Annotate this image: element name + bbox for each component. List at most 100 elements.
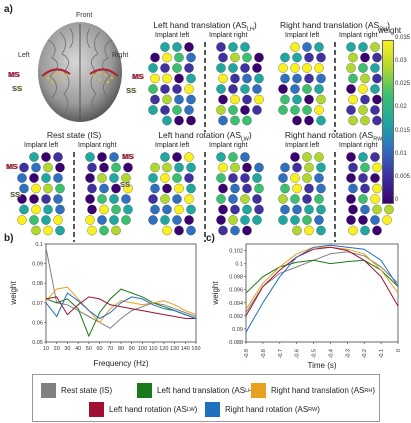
electrode-dot (370, 42, 380, 52)
legend-text: Rest state (IS) (61, 386, 113, 395)
electrode-dot (240, 105, 250, 115)
electrode-dot (314, 215, 324, 225)
panel-title-text: Rest state (IS) (46, 130, 102, 140)
electrode-dot (304, 52, 314, 63)
electrode-dot (87, 225, 97, 236)
electrode-dot (19, 162, 29, 173)
x-tick-label: 90 (129, 346, 135, 352)
electrode-dot (160, 194, 170, 204)
legend-item: Right hand rotation (AS RW) (205, 402, 320, 417)
electrode-dot (97, 215, 107, 225)
electrode-dot (87, 183, 97, 194)
electrode-dot (242, 225, 252, 236)
colorbar-tick: 0.01 (395, 150, 407, 157)
electrode-dot (370, 105, 380, 115)
electrode-dot (292, 183, 302, 194)
electrode-panel: Right hand rotation (ASRW)Implant left Im… (275, 130, 395, 242)
electrode-dot (370, 63, 380, 73)
legend-item: Left hand translation (ASLH) (137, 383, 255, 398)
legend-text: Left hand rotation (AS (109, 405, 187, 414)
colorbar-tick: 0 (395, 197, 399, 203)
electrode-dot (216, 84, 226, 94)
y-tick-label: 0.096 (229, 288, 243, 294)
legend-swatch (89, 402, 104, 417)
electrode-dot (254, 204, 264, 215)
panel-title-subscript: RH (379, 26, 388, 33)
electrode-dot (150, 204, 160, 215)
electrode-dot (372, 115, 382, 126)
electrode-dot (123, 204, 133, 215)
colorbar-tick: 0.005 (395, 173, 411, 180)
panel-title: Left hand rotation (ASLW) (145, 130, 265, 143)
electrode-dot (290, 105, 300, 115)
electrode-dot (184, 84, 194, 94)
electrode-dot (360, 204, 370, 215)
electrode-dot (314, 173, 324, 183)
y-tick-label: 0.1 (35, 242, 43, 248)
electrode-dot (252, 173, 262, 183)
electrode-dot (218, 225, 228, 236)
electrode-dot (160, 152, 170, 162)
electrode-dot (218, 73, 228, 84)
brain-ms-right: MS (132, 72, 144, 81)
electrode-dot (186, 94, 196, 105)
rest-ms-right: MS (122, 152, 134, 161)
electrode-dot (302, 105, 312, 115)
electrode-dot (148, 105, 158, 115)
electrode-panel: Left hand translation (ASLH) Implant left… (145, 20, 265, 132)
electrode-dot (228, 42, 238, 52)
electrode-dot (240, 194, 250, 204)
electrode-dot (360, 73, 370, 84)
x-tick-label: 110 (149, 346, 158, 352)
electrode-dot (292, 115, 302, 126)
electrode-grid (17, 152, 133, 242)
x-tick-label: -0.8 (261, 349, 267, 358)
electrode-dot (162, 52, 172, 63)
implant-right-label: Implant right (209, 32, 248, 39)
legend-text: Left hand translation (AS (157, 386, 246, 395)
electrode-dot (148, 194, 158, 204)
x-tick-label: -0.5 (312, 349, 318, 358)
electrode-dot (280, 204, 290, 215)
legend: Rest state (IS) Left hand translation (AS… (32, 374, 380, 422)
electrode-dot (278, 105, 288, 115)
electrode-dot (184, 105, 194, 115)
electrode-dot (348, 204, 358, 215)
brain-figure: Front Left Right MS SS (8, 12, 143, 130)
electrode-dot (41, 194, 51, 204)
electrode-dot (43, 225, 53, 236)
y-axis-label: weight (211, 281, 220, 306)
electrode-dot (174, 94, 184, 105)
electrode-dot (216, 215, 226, 225)
electrode-dot (254, 52, 264, 63)
electrode-dot (302, 173, 312, 183)
implant-left-label: Implant left (285, 142, 320, 149)
colorbar-tick: 0.015 (395, 127, 411, 134)
electrode-dot (304, 73, 314, 84)
electrode-dot (230, 94, 240, 105)
electrode-dot (360, 225, 370, 236)
electrode-dot (348, 225, 358, 236)
electrode-dot (85, 173, 95, 183)
electrode-dot (346, 152, 356, 162)
electrode-dot (242, 73, 252, 84)
electrode-dot (228, 173, 238, 183)
panel-title-subscript: LW (241, 136, 249, 143)
panel-title-close: ) (253, 20, 257, 30)
x-tick-label: -0.6 (295, 349, 301, 358)
electrode-dot (172, 42, 182, 52)
electrode-dot (85, 152, 95, 162)
electrode-dot (160, 63, 170, 73)
electrode-dot (184, 63, 194, 73)
electrode-dot (160, 105, 170, 115)
legend-swatch (137, 383, 152, 398)
brain-ss-left: SS (12, 84, 23, 93)
electrode-dot (99, 204, 109, 215)
rest-ss-left: SS (10, 190, 21, 199)
electrode-dot (19, 183, 29, 194)
electrode-dot (17, 215, 27, 225)
y-tick-label: 0.06 (32, 320, 43, 326)
electrode-dot (228, 194, 238, 204)
electrode-dot (372, 73, 382, 84)
electrode-dot (53, 194, 63, 204)
